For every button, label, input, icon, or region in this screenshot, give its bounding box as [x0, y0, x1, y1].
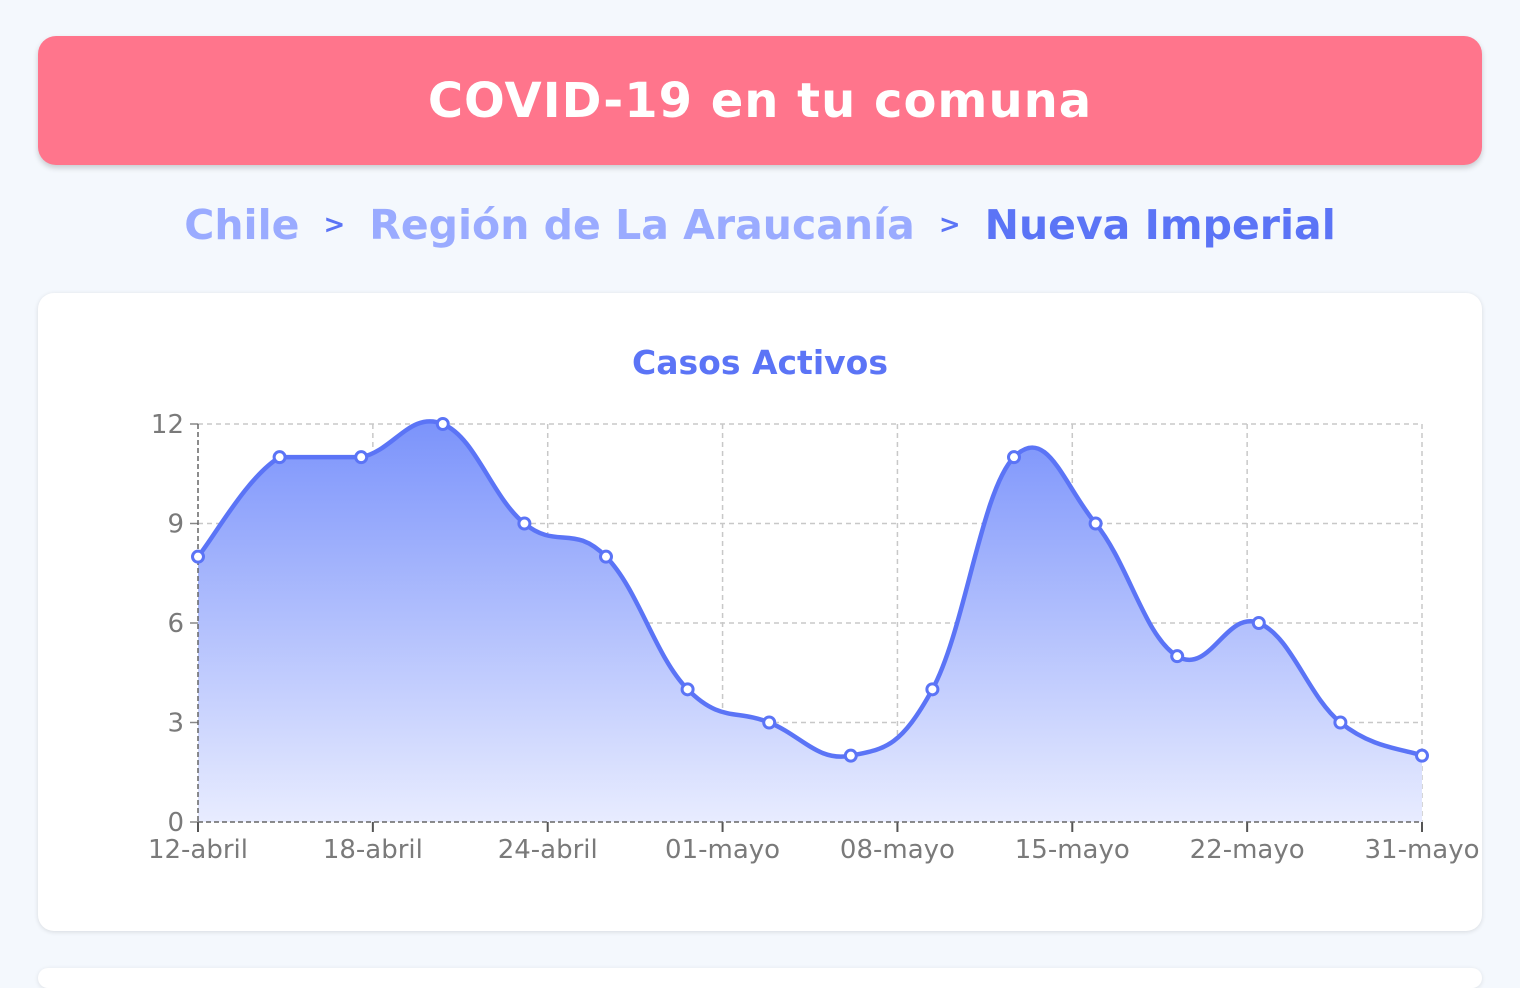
breadcrumb-item-region[interactable]: Región de La Araucanía: [369, 201, 915, 249]
data-point: [272, 450, 287, 465]
series-area: [198, 421, 1422, 822]
x-tick-label: 12-abril: [148, 835, 248, 865]
chart-card: Casos Activos 0 3 6 9 12 12-abril 18-abril 24-a…: [38, 293, 1482, 931]
breadcrumb-separator: >: [323, 210, 346, 240]
data-point: [680, 682, 695, 697]
data-point: [1333, 715, 1348, 730]
next-card: [38, 968, 1482, 988]
x-tick-label: 31-mayo: [1364, 835, 1479, 865]
data-point: [1170, 649, 1185, 664]
x-tick-label: 08-mayo: [840, 835, 955, 865]
y-tick-label: 0: [167, 808, 184, 838]
data-point: [1088, 516, 1103, 531]
x-tick-label: 24-abril: [498, 835, 598, 865]
data-point: [925, 682, 940, 697]
data-point: [843, 748, 858, 763]
page-title: COVID-19 en tu comuna: [427, 72, 1093, 129]
data-point: [517, 516, 532, 531]
data-point: [762, 715, 777, 730]
data-point: [191, 549, 205, 564]
data-point: [1251, 616, 1266, 630]
y-tick-label: 12: [151, 410, 184, 440]
data-point: [354, 450, 369, 465]
series-line: [196, 419, 1423, 759]
y-tick-label: 9: [167, 510, 184, 540]
data-point: [599, 549, 613, 564]
breadcrumb-item-country[interactable]: Chile: [184, 201, 300, 249]
breadcrumb: Chile > Región de La Araucanía > Nueva I…: [0, 195, 1520, 255]
data-point: [435, 417, 450, 431]
app-header: COVID-19 en tu comuna: [38, 36, 1482, 165]
x-tick-label: 18-abril: [323, 835, 423, 865]
data-point: [1415, 748, 1429, 763]
breadcrumb-item-commune: Nueva Imperial: [984, 201, 1336, 249]
active-cases-chart: 0 3 6 9 12 12-abril 18-abril 24-abril 01-mayo 08-…: [148, 410, 1480, 865]
data-point: [1007, 450, 1021, 465]
chart-title: Casos Activos: [632, 343, 888, 382]
x-tick-label: 15-mayo: [1015, 835, 1130, 865]
x-tick-label: 01-mayo: [665, 835, 780, 865]
y-tick-label: 6: [167, 609, 184, 639]
x-tick-label: 22-mayo: [1190, 835, 1305, 865]
breadcrumb-separator: >: [938, 210, 961, 240]
y-tick-label: 3: [167, 709, 184, 739]
